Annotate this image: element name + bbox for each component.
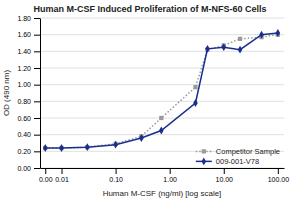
x-tick: 0.10 xyxy=(109,168,123,183)
series-line xyxy=(45,35,278,148)
legend-label: Competitor Sample xyxy=(216,147,280,156)
series-point xyxy=(276,29,281,37)
marks xyxy=(43,29,280,152)
y-tick-label: 0.60 xyxy=(17,115,31,122)
x-axis-title: Human M-CSF (ng/ml) [log scale] xyxy=(103,189,222,198)
series-line xyxy=(45,33,278,148)
x-tick-label: 0.00 xyxy=(39,176,53,183)
series-point xyxy=(238,46,243,54)
y-tick-mark xyxy=(34,151,40,152)
x-tick: 100.00 xyxy=(268,168,290,183)
x-tick-label: 0.10 xyxy=(109,176,123,183)
y-tick: 1.20 xyxy=(17,65,40,72)
y-grid-line xyxy=(40,101,284,102)
legend-marker xyxy=(202,149,206,153)
x-tick-mark xyxy=(62,168,63,174)
y-tick-label: 0.00 xyxy=(17,165,31,172)
y-tick-mark xyxy=(34,51,40,52)
y-grid-line xyxy=(40,134,284,135)
legend-item: 009-001-V78 xyxy=(196,157,259,166)
y-tick: 0.20 xyxy=(17,148,40,155)
x-tick-label: 0.01 xyxy=(55,176,69,183)
y-tick-label: 0.80 xyxy=(17,98,31,105)
x-tick-mark xyxy=(170,168,171,174)
series-point xyxy=(259,31,264,39)
y-tick: 0.80 xyxy=(17,98,40,105)
y-axis-title: OD (490 nm) xyxy=(2,70,11,117)
y-grid-line xyxy=(40,18,284,19)
x-tick-mark xyxy=(278,168,279,174)
series-point xyxy=(139,134,144,142)
y-tick-mark xyxy=(34,118,40,119)
x-tick: 0.01 xyxy=(55,168,69,183)
y-tick-label: 0.20 xyxy=(17,148,31,155)
y-tick-label: 1.00 xyxy=(17,81,31,88)
series-point xyxy=(193,85,197,89)
y-tick: 0.60 xyxy=(17,115,40,122)
y-tick-mark xyxy=(34,101,40,102)
legend: Competitor Sample009-001-V78 xyxy=(196,147,280,166)
series-point xyxy=(238,37,242,41)
title: Human M-CSF Induced Proliferation of M-N… xyxy=(33,4,266,14)
series-point xyxy=(193,99,198,107)
x-tick-mark xyxy=(116,168,117,174)
y-tick: 0.00 xyxy=(17,165,40,172)
series-point xyxy=(85,143,90,151)
y-tick: 1.00 xyxy=(17,81,40,88)
y-tick: 1.80 xyxy=(17,15,40,22)
x-tick: 1.00 xyxy=(163,168,177,183)
y-grid-line xyxy=(40,168,284,169)
y-tick: 1.40 xyxy=(17,48,40,55)
grid xyxy=(40,18,284,168)
legend-item: Competitor Sample xyxy=(196,147,280,156)
legend-marker xyxy=(202,157,207,165)
y-tick-label: 1.40 xyxy=(17,48,31,55)
series-point xyxy=(159,116,163,120)
x-tick-label: 100.00 xyxy=(268,176,290,183)
y-tick-mark xyxy=(34,168,40,169)
x-axis-line xyxy=(41,168,285,169)
series-point xyxy=(113,141,118,149)
series-point xyxy=(221,43,226,51)
y-axis: 0.00 0.20 0.40 0.60 0.80 1.00 1.20 1.40 1.60 1.80 xyxy=(17,15,40,172)
y-tick: 1.60 xyxy=(17,31,40,38)
series-point xyxy=(59,144,64,152)
x-tick-label: 1.00 xyxy=(163,176,177,183)
y-tick-label: 1.60 xyxy=(17,31,31,38)
y-tick: 0.40 xyxy=(17,131,40,138)
x-tick-label: 10.00 xyxy=(215,176,233,183)
y-tick-mark xyxy=(34,85,40,86)
y-tick-label: 0.40 xyxy=(17,131,31,138)
legend-label: 009-001-V78 xyxy=(216,157,259,166)
y-grid-line xyxy=(40,51,284,52)
y-tick-mark xyxy=(34,135,40,136)
x-axis: 0.000.01 0.10 1.00 10.00 100.00 xyxy=(39,168,289,183)
x-tick: 10.00 xyxy=(215,168,233,183)
y-grid-line xyxy=(40,68,284,69)
series-point xyxy=(43,144,48,152)
x-tick-mark xyxy=(224,168,225,174)
y-grid-line xyxy=(40,84,284,85)
y-tick-mark xyxy=(34,68,40,69)
y-axis-line xyxy=(40,19,41,169)
series-point xyxy=(205,45,210,53)
y-tick-label: 1.80 xyxy=(17,15,31,22)
y-grid-line xyxy=(40,34,284,35)
plot: 0.000.010.101.0010.00100.000.000.200.400… xyxy=(17,15,289,183)
chart: 0.000.010.101.0010.00100.000.000.200.400… xyxy=(0,0,300,200)
y-tick-mark xyxy=(34,35,40,36)
x-tick-mark xyxy=(45,168,46,174)
x-tick: 0.00 xyxy=(39,168,53,183)
series-point xyxy=(159,127,164,135)
y-tick-mark xyxy=(34,18,40,19)
y-tick-label: 1.20 xyxy=(17,65,31,72)
